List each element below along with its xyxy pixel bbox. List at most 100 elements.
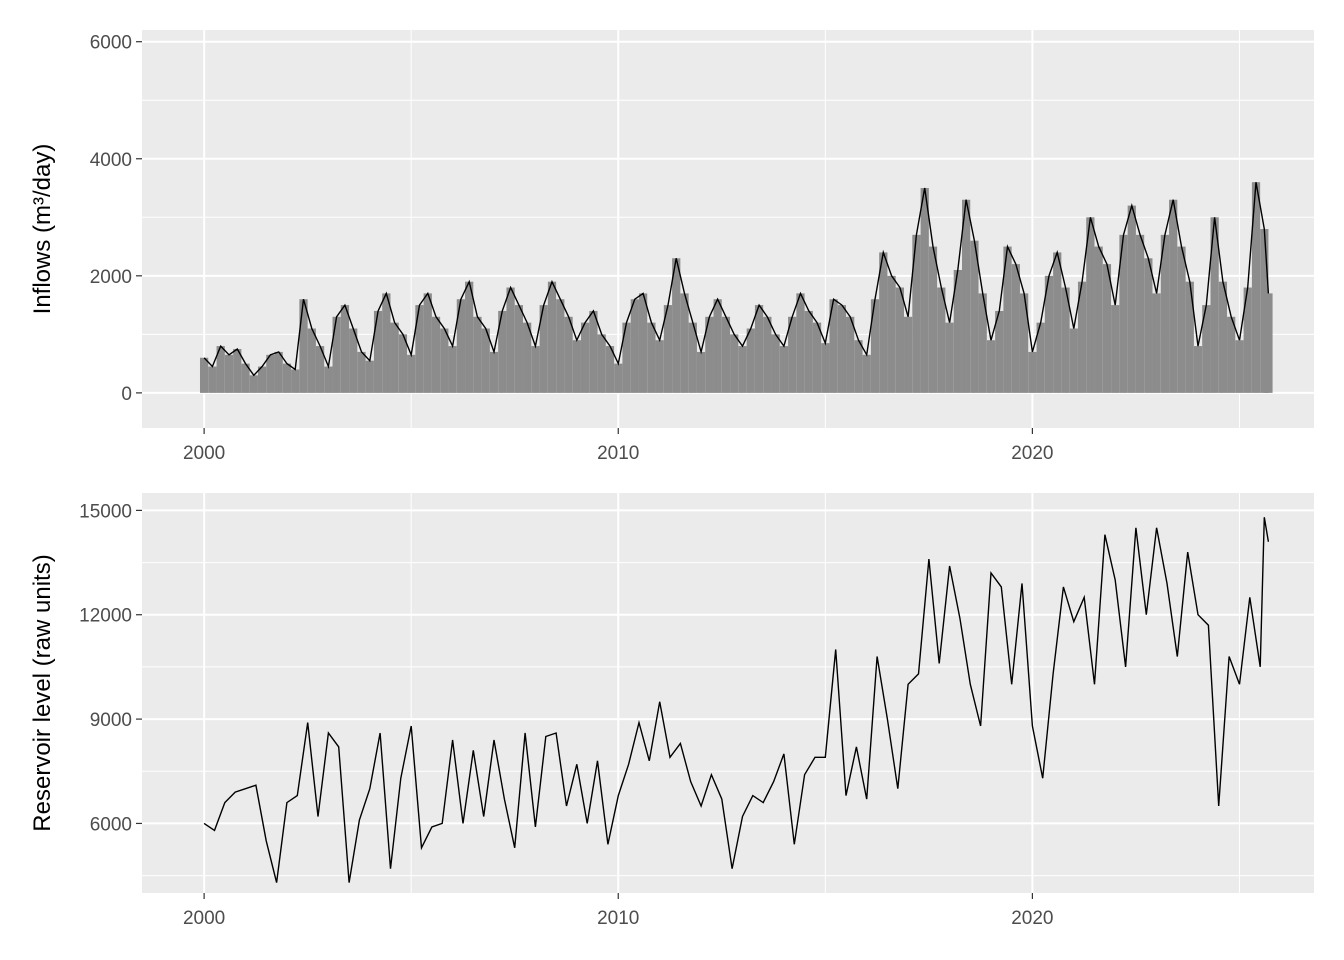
inflow-bar xyxy=(622,322,631,393)
inflow-bar xyxy=(1053,252,1062,393)
inflow-bar xyxy=(738,346,747,393)
inflow-bar xyxy=(440,328,449,393)
inflow-bar xyxy=(1264,293,1273,393)
inflow-bar xyxy=(754,305,764,393)
inflow-bar xyxy=(887,275,896,393)
y-tick-label: 12000 xyxy=(79,606,132,627)
inflow-bar xyxy=(1028,351,1037,393)
inflow-bar xyxy=(705,316,714,393)
inflow-bar xyxy=(556,299,565,393)
inflow-bar xyxy=(282,363,292,393)
inflow-bar xyxy=(630,299,639,393)
inflow-bar xyxy=(1019,293,1029,393)
inflow-bar xyxy=(978,293,987,393)
x-tick-label: 2020 xyxy=(1011,443,1053,464)
inflow-bar xyxy=(995,310,1004,393)
inflow-bar xyxy=(241,363,250,393)
inflow-bar xyxy=(1210,217,1219,393)
inflow-bar xyxy=(895,287,904,393)
inflow-bar xyxy=(821,343,830,393)
inflow-bar xyxy=(1094,246,1103,393)
inflow-bar xyxy=(1152,293,1161,393)
inflow-bar xyxy=(1177,246,1186,393)
inflow-bar xyxy=(837,305,847,393)
inflows-series-line xyxy=(203,182,1270,377)
inflow-bar xyxy=(771,334,780,393)
inflow-bar xyxy=(539,305,548,393)
y-tick-label: 6000 xyxy=(90,814,132,835)
inflow-bar xyxy=(373,310,383,393)
inflow-bar xyxy=(1260,229,1269,393)
inflow-bar xyxy=(721,316,731,393)
inflow-bar xyxy=(1235,340,1244,393)
inflow-bar xyxy=(879,252,888,393)
inflow-bar xyxy=(415,305,424,393)
inflow-bar xyxy=(514,305,523,393)
reservoir-x-axis: 2000 2010 2020 xyxy=(183,893,1054,929)
inflow-bar xyxy=(340,305,350,393)
inflow-bar xyxy=(663,305,673,393)
y-tick-label: 9000 xyxy=(90,710,132,731)
inflow-bar xyxy=(779,346,789,393)
inflow-bar xyxy=(730,334,739,393)
inflow-bar xyxy=(812,322,822,393)
inflow-bar xyxy=(1036,322,1045,393)
inflow-bar xyxy=(274,351,283,393)
inflow-bar xyxy=(564,316,573,393)
inflow-bar xyxy=(945,322,954,393)
inflow-bar xyxy=(547,281,557,393)
y-tick-label: 6000 xyxy=(90,33,132,54)
inflow-bar xyxy=(1185,281,1194,393)
inflow-bar xyxy=(315,346,325,393)
inflow-bar xyxy=(937,287,946,393)
inflow-bar xyxy=(199,357,209,393)
reservoir-panel-background xyxy=(142,493,1314,893)
inflow-bar xyxy=(390,322,399,393)
inflow-bar xyxy=(224,354,234,393)
inflow-bar xyxy=(1202,305,1211,393)
inflow-bar xyxy=(357,351,366,393)
inflows-y-axis: 0 2000 4000 6000 xyxy=(90,33,142,405)
inflow-bar xyxy=(746,328,755,393)
inflow-bar xyxy=(1251,182,1261,393)
inflow-bar xyxy=(1061,287,1070,393)
inflows-x-axis: 2000 2010 2020 xyxy=(183,428,1054,464)
inflow-bar xyxy=(307,328,316,393)
inflow-bar xyxy=(796,293,805,393)
inflow-bar xyxy=(531,346,540,393)
inflow-bar xyxy=(1102,264,1112,393)
reservoir-y-axis: 6000 9000 12000 15000 xyxy=(79,501,142,835)
y-tick-label: 0 xyxy=(121,384,132,405)
inflow-bar xyxy=(1144,258,1153,393)
inflow-bar xyxy=(870,299,880,393)
inflow-bar xyxy=(970,240,979,393)
inflow-bar xyxy=(1111,305,1120,393)
inflow-bar xyxy=(614,363,623,393)
reservoir-panel: 6000 9000 12000 15000 2000 2010 2020 Reservoi… xyxy=(29,493,1314,929)
inflow-bar xyxy=(1069,328,1078,393)
inflow-bar xyxy=(266,354,275,393)
inflow-bar xyxy=(763,316,772,393)
inflow-bar xyxy=(788,316,797,393)
inflow-bar xyxy=(589,310,598,393)
inflow-bar xyxy=(1160,234,1170,393)
inflow-bar xyxy=(216,346,225,393)
inflow-bar xyxy=(1086,217,1095,393)
inflow-bar xyxy=(688,322,697,393)
inflow-bar xyxy=(299,299,308,393)
inflow-bar xyxy=(498,310,507,393)
inflow-bar xyxy=(986,340,996,393)
x-tick-label: 2010 xyxy=(597,908,639,929)
inflow-bar xyxy=(423,293,432,393)
inflow-bar xyxy=(407,354,416,393)
inflow-bar xyxy=(1011,264,1020,393)
inflow-bar xyxy=(928,246,938,393)
inflow-bar xyxy=(324,366,333,393)
x-tick-label: 2020 xyxy=(1011,908,1053,929)
inflow-bar xyxy=(349,328,358,393)
inflow-bar xyxy=(1227,316,1236,393)
inflow-bar xyxy=(904,316,913,393)
inflow-bar xyxy=(572,340,581,393)
inflow-bar xyxy=(829,299,838,393)
